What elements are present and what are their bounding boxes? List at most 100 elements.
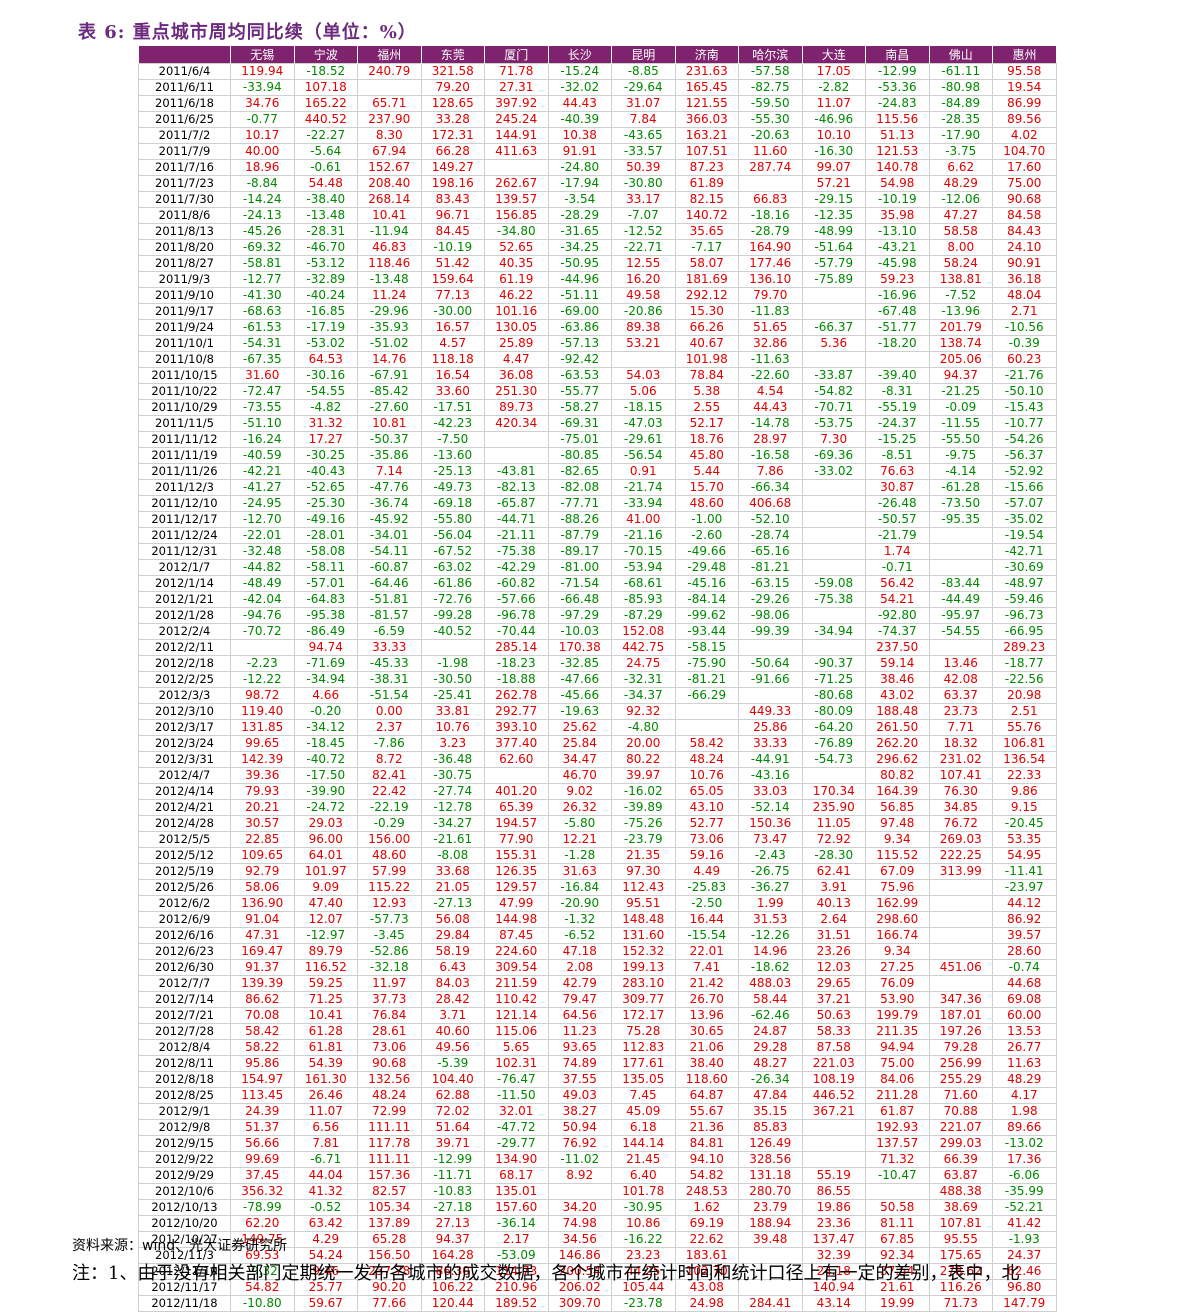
value-cell: 104.70 xyxy=(992,143,1057,160)
value-cell: -6.52 xyxy=(547,927,612,944)
value-cell: 231.02 xyxy=(928,751,993,768)
table-row: 2012/8/4 58.22 61.81 73.06 49.56 5.65 93.65 112… xyxy=(138,1039,1057,1056)
value-cell: 79.70 xyxy=(738,287,803,304)
value-cell: 13.96 xyxy=(674,1007,739,1024)
value-cell: 90.68 xyxy=(357,1055,422,1072)
value-cell: 2.55 xyxy=(674,399,739,416)
value-cell: 42.08 xyxy=(928,671,993,688)
value-cell: 367.21 xyxy=(801,1103,866,1120)
value-cell: -29.48 xyxy=(674,559,739,576)
value-cell: -32.18 xyxy=(357,959,422,976)
value-cell xyxy=(738,639,803,656)
value-cell: 29.28 xyxy=(738,1039,803,1056)
value-cell: -57.13 xyxy=(547,335,612,352)
value-cell: 71.78 xyxy=(484,63,549,80)
value-cell: 98.72 xyxy=(230,687,295,704)
date-cell: 2012/1/14 xyxy=(138,575,231,592)
value-cell: 18.96 xyxy=(230,159,295,176)
value-cell: 2.71 xyxy=(992,303,1057,320)
value-cell: 138.74 xyxy=(928,335,993,352)
value-cell: -39.40 xyxy=(865,367,930,384)
value-cell: 101.98 xyxy=(674,351,739,368)
date-cell: 2011/10/8 xyxy=(138,351,231,368)
value-cell: 9.15 xyxy=(992,799,1057,816)
value-cell: 53.35 xyxy=(992,831,1057,848)
value-cell: -10.83 xyxy=(420,1183,485,1200)
value-cell: -6.59 xyxy=(357,623,422,640)
value-cell: -80.85 xyxy=(547,447,612,464)
value-cell: -57.01 xyxy=(293,575,358,592)
value-cell: 30.87 xyxy=(865,479,930,496)
value-cell: 101.97 xyxy=(293,863,358,880)
value-cell: 41.42 xyxy=(992,1215,1057,1232)
value-cell: -18.52 xyxy=(293,63,358,80)
date-cell: 2011/12/24 xyxy=(138,527,231,544)
value-cell: 287.74 xyxy=(738,159,803,176)
value-cell: 80.82 xyxy=(865,767,930,784)
value-cell: -23.97 xyxy=(992,879,1057,896)
value-cell: 11.63 xyxy=(992,1055,1057,1072)
value-cell: -40.39 xyxy=(547,111,612,128)
value-cell: 377.40 xyxy=(484,735,549,752)
value-cell: 7.30 xyxy=(801,431,866,448)
value-cell: 6.43 xyxy=(420,959,485,976)
value-cell xyxy=(611,351,676,368)
value-cell: -36.27 xyxy=(738,879,803,896)
value-cell: 149.27 xyxy=(420,159,485,176)
value-cell: 237.90 xyxy=(357,111,422,128)
value-cell: -44.49 xyxy=(928,591,993,608)
value-cell: 54.03 xyxy=(611,367,676,384)
value-cell xyxy=(928,527,993,544)
value-cell: -82.08 xyxy=(547,479,612,496)
value-cell: 1.62 xyxy=(674,1199,739,1216)
value-cell: 24.75 xyxy=(611,655,676,672)
value-cell: 30.65 xyxy=(674,1023,739,1040)
value-cell: 92.79 xyxy=(230,863,295,880)
value-cell: 37.45 xyxy=(230,1167,295,1184)
value-cell: 47.99 xyxy=(484,895,549,912)
value-cell: 144.91 xyxy=(484,127,549,144)
value-cell: -10.19 xyxy=(865,191,930,208)
value-cell: 36.18 xyxy=(992,271,1057,288)
value-cell: 73.06 xyxy=(674,831,739,848)
value-cell: 144.14 xyxy=(611,1135,676,1152)
value-cell: 63.42 xyxy=(293,1215,358,1232)
value-cell: -13.10 xyxy=(865,223,930,240)
date-cell: 2012/10/20 xyxy=(138,1215,231,1232)
value-cell: 10.41 xyxy=(357,207,422,224)
value-cell xyxy=(801,1119,866,1136)
table-row: 2012/5/5 22.85 96.00 156.00 -21.61 77.90 12.21… xyxy=(138,831,1057,848)
value-cell: -8.31 xyxy=(865,383,930,400)
value-cell: 39.36 xyxy=(230,767,295,784)
value-cell: 12.93 xyxy=(357,895,422,912)
value-cell: -48.97 xyxy=(992,575,1057,592)
date-cell: 2011/12/17 xyxy=(138,511,231,528)
value-cell: -35.02 xyxy=(992,511,1057,528)
value-cell: -17.90 xyxy=(928,127,993,144)
date-cell: 2011/6/25 xyxy=(138,111,231,128)
footnote: 注：1、由于没有相关部门定期统一发布各城市的成交数据，各个城市在统计时间和统计口… xyxy=(72,1263,1020,1284)
value-cell: -75.01 xyxy=(547,431,612,448)
value-cell: -97.29 xyxy=(547,607,612,624)
value-cell: 29.84 xyxy=(420,927,485,944)
date-cell: 2011/8/20 xyxy=(138,239,231,256)
value-cell: -16.30 xyxy=(801,143,866,160)
date-cell: 2011/7/16 xyxy=(138,159,231,176)
value-cell: 406.68 xyxy=(738,495,803,512)
value-cell: -4.80 xyxy=(611,719,676,736)
value-cell: -58.11 xyxy=(293,559,358,576)
value-cell: 140.72 xyxy=(674,207,739,224)
value-cell: 34.56 xyxy=(547,1231,612,1248)
value-cell: 33.68 xyxy=(420,863,485,880)
value-cell: 54.24 xyxy=(293,1247,358,1264)
table-row: 2012/10/27 149.75 4.29 65.28 94.37 2.17 34.56-… xyxy=(138,1231,1057,1248)
value-cell: 255.29 xyxy=(928,1071,993,1088)
value-cell: -58.08 xyxy=(293,543,358,560)
value-cell: -35.93 xyxy=(357,319,422,336)
value-cell: -0.52 xyxy=(293,1199,358,1216)
value-cell: 211.59 xyxy=(484,975,549,992)
value-cell: 31.60 xyxy=(230,367,295,384)
value-cell: 35.98 xyxy=(865,207,930,224)
value-cell: -21.74 xyxy=(611,479,676,496)
value-cell: -35.86 xyxy=(357,447,422,464)
